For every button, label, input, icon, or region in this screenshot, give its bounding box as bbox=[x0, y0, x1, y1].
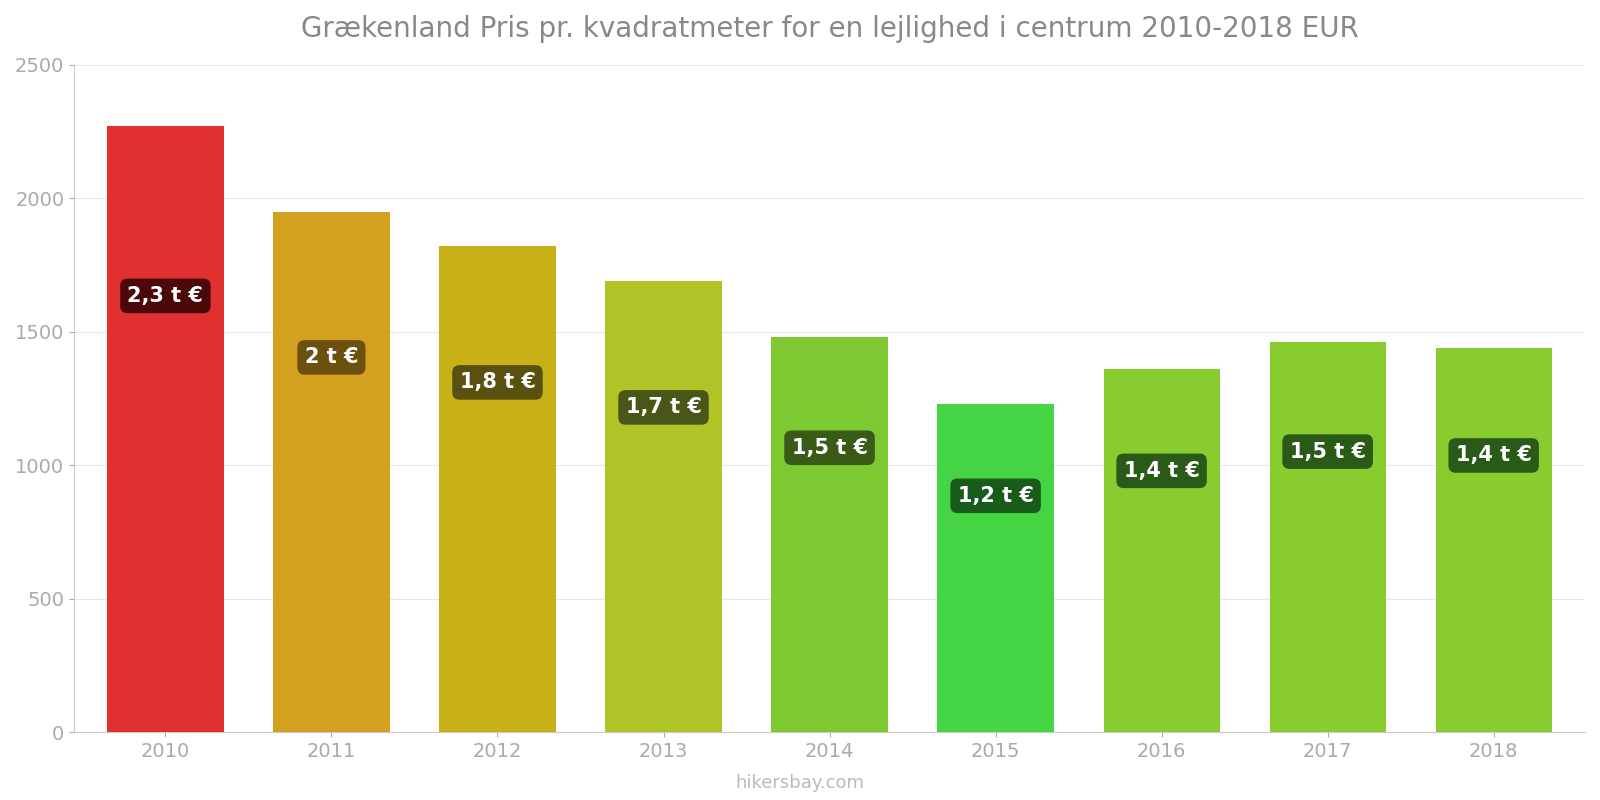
Bar bbox=[1104, 369, 1219, 732]
Text: hikersbay.com: hikersbay.com bbox=[736, 774, 864, 792]
Bar bbox=[771, 337, 888, 732]
Title: Grækenland Pris pr. kvadratmeter for en lejlighed i centrum 2010-2018 EUR: Grækenland Pris pr. kvadratmeter for en … bbox=[301, 15, 1358, 43]
Text: 1,2 t €: 1,2 t € bbox=[958, 486, 1034, 506]
Text: 2,3 t €: 2,3 t € bbox=[128, 286, 203, 306]
Bar bbox=[1435, 348, 1552, 732]
Bar bbox=[605, 281, 722, 732]
Text: 1,4 t €: 1,4 t € bbox=[1456, 446, 1531, 466]
Text: 1,5 t €: 1,5 t € bbox=[792, 438, 867, 458]
Text: 1,5 t €: 1,5 t € bbox=[1290, 442, 1366, 462]
Bar bbox=[440, 246, 555, 732]
Bar bbox=[107, 126, 224, 732]
Text: 1,4 t €: 1,4 t € bbox=[1123, 461, 1200, 481]
Bar bbox=[938, 404, 1054, 732]
Text: 2 t €: 2 t € bbox=[304, 347, 358, 367]
Bar bbox=[1269, 342, 1386, 732]
Text: 1,8 t €: 1,8 t € bbox=[459, 373, 536, 393]
Text: 1,7 t €: 1,7 t € bbox=[626, 398, 701, 418]
Bar bbox=[274, 212, 389, 732]
